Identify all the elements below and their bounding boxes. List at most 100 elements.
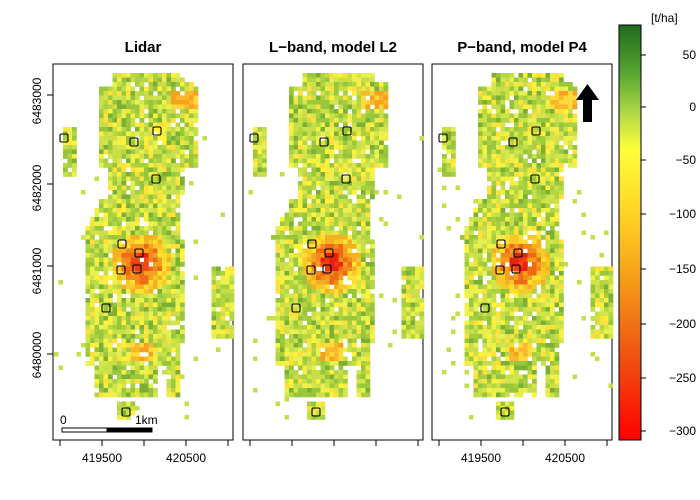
raster-cell bbox=[536, 104, 542, 110]
raster-cell bbox=[175, 140, 181, 146]
raster-cell bbox=[253, 145, 258, 150]
raster-cell bbox=[320, 95, 326, 101]
raster-cell bbox=[343, 320, 348, 326]
raster-cell bbox=[491, 298, 497, 303]
raster-cell bbox=[72, 131, 77, 137]
raster-cell bbox=[325, 181, 330, 186]
raster-cell bbox=[302, 253, 308, 258]
raster-cell bbox=[347, 208, 353, 213]
raster-cell bbox=[383, 100, 389, 105]
raster-cell bbox=[316, 73, 321, 78]
raster-cell bbox=[316, 244, 321, 249]
raster-cell bbox=[325, 392, 330, 398]
raster-cell bbox=[491, 329, 497, 335]
raster-cell bbox=[545, 86, 551, 92]
raster-cell bbox=[153, 293, 158, 299]
raster-cell bbox=[361, 302, 366, 308]
raster-cell bbox=[352, 307, 357, 312]
raster-cell bbox=[523, 190, 528, 195]
raster-cell bbox=[117, 149, 122, 155]
raster-cell bbox=[352, 284, 357, 290]
raster-cell bbox=[63, 136, 68, 141]
raster-cell bbox=[280, 262, 285, 267]
raster-cell bbox=[514, 365, 519, 371]
raster-cell bbox=[527, 73, 533, 78]
raster-cell bbox=[211, 298, 217, 303]
raster-cell bbox=[559, 284, 564, 290]
raster-cell bbox=[103, 136, 109, 141]
raster-cell bbox=[464, 284, 470, 290]
raster-cell bbox=[108, 91, 113, 96]
raster-cell bbox=[135, 109, 140, 114]
raster-cell bbox=[455, 293, 460, 298]
raster-cell bbox=[365, 208, 371, 213]
raster-cell bbox=[491, 244, 497, 249]
raster-cell bbox=[144, 280, 149, 285]
raster-cell bbox=[211, 307, 217, 312]
raster-cell bbox=[343, 374, 348, 380]
raster-cell bbox=[383, 131, 389, 137]
raster-cell bbox=[302, 293, 308, 299]
raster-cell bbox=[144, 122, 149, 128]
raster-cell bbox=[559, 104, 564, 110]
raster-cell bbox=[581, 212, 586, 217]
raster-cell bbox=[523, 82, 528, 87]
raster-cell bbox=[473, 329, 479, 335]
raster-cell bbox=[545, 217, 551, 222]
raster-cell bbox=[148, 163, 154, 168]
raster-cell bbox=[527, 172, 533, 177]
raster-cell bbox=[216, 266, 221, 272]
raster-cell bbox=[85, 334, 91, 339]
raster-cell bbox=[500, 167, 506, 173]
raster-cell bbox=[171, 208, 176, 213]
raster-cell bbox=[532, 199, 537, 204]
raster-cell bbox=[320, 280, 326, 285]
panel-p-band: P−band, model P4 bbox=[431, 39, 614, 441]
raster-cell bbox=[383, 127, 389, 132]
raster-cell bbox=[473, 226, 479, 231]
raster-cell bbox=[559, 325, 564, 330]
raster-cell bbox=[473, 293, 479, 299]
raster-cell bbox=[311, 293, 317, 299]
raster-cell bbox=[253, 167, 258, 173]
raster-cell bbox=[532, 239, 537, 245]
raster-cell bbox=[193, 95, 199, 101]
raster-cell bbox=[112, 136, 118, 141]
raster-cell bbox=[464, 307, 470, 312]
raster-cell bbox=[527, 289, 533, 294]
raster-cell bbox=[473, 284, 479, 290]
raster-cell bbox=[356, 239, 362, 245]
raster-cell bbox=[99, 113, 104, 119]
raster-cell bbox=[216, 284, 221, 290]
raster-cell bbox=[103, 212, 109, 218]
raster-cell bbox=[365, 140, 371, 146]
raster-cell bbox=[595, 302, 600, 308]
raster-cell bbox=[325, 293, 330, 299]
raster-cell bbox=[307, 410, 312, 416]
raster-cell bbox=[541, 284, 546, 290]
raster-cell bbox=[527, 365, 533, 371]
raster-cell bbox=[514, 145, 519, 150]
raster-cell bbox=[509, 91, 515, 96]
raster-cell bbox=[505, 253, 510, 258]
raster-cell bbox=[334, 257, 339, 263]
raster-cell bbox=[347, 226, 353, 231]
raster-cell bbox=[117, 401, 122, 407]
raster-cell bbox=[487, 95, 492, 101]
raster-cell bbox=[121, 95, 127, 101]
raster-cell bbox=[162, 248, 167, 254]
raster-cell bbox=[527, 127, 533, 132]
raster-cell bbox=[478, 226, 483, 231]
raster-cell bbox=[505, 271, 510, 276]
raster-cell bbox=[157, 95, 163, 101]
raster-cell bbox=[103, 113, 109, 119]
raster-cell bbox=[121, 122, 127, 128]
raster-cell bbox=[139, 154, 145, 159]
raster-cell bbox=[171, 293, 176, 299]
raster-cell bbox=[550, 266, 555, 272]
raster-cell bbox=[361, 257, 366, 263]
raster-cell bbox=[505, 410, 510, 416]
raster-cell bbox=[99, 289, 104, 294]
raster-cell bbox=[491, 149, 497, 155]
raster-cell bbox=[298, 235, 303, 240]
